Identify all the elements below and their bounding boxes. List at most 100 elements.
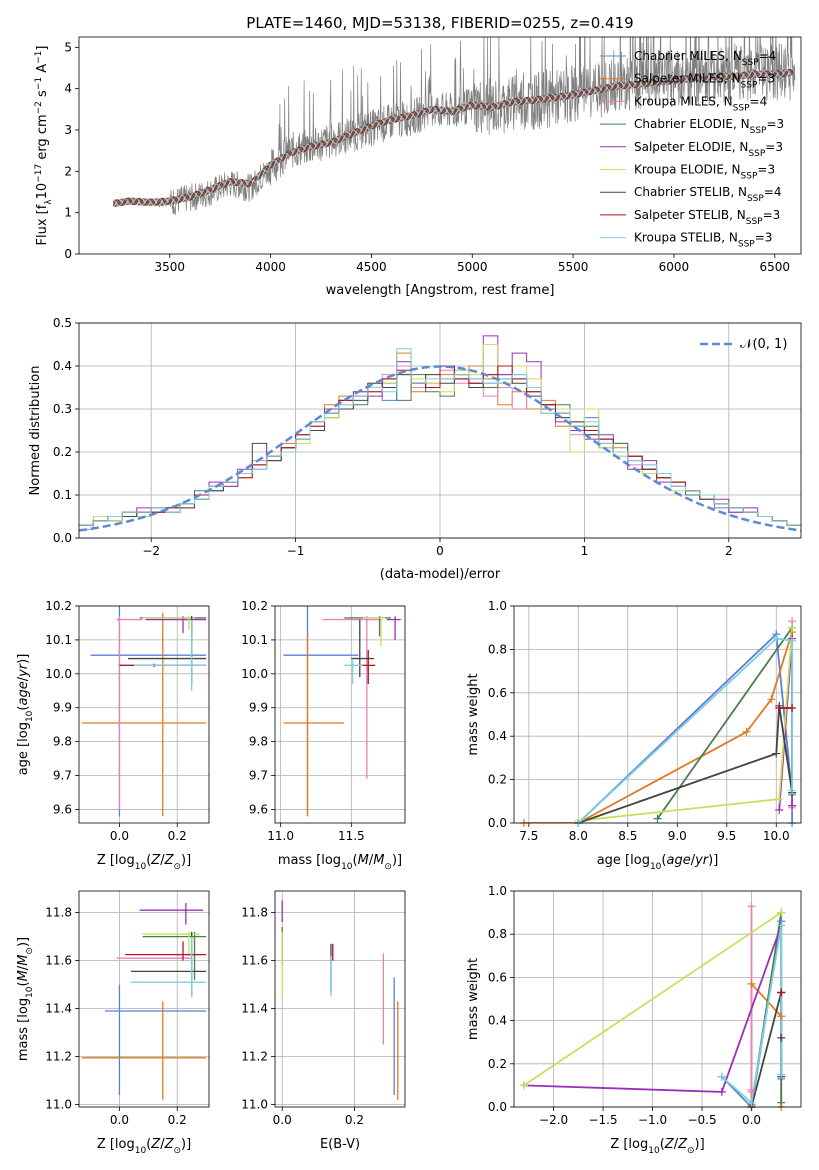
y-tick-label: 10.1	[45, 633, 72, 647]
data-point-marker	[747, 1085, 756, 1094]
y-tick-label: 0.2	[488, 1057, 507, 1071]
plot-area-0	[112, 37, 796, 215]
y-tick-label: 0.3	[53, 402, 72, 416]
x-axis-label: wavelength [Angstrom, rest frame]	[326, 283, 555, 298]
mass-weight-line	[523, 911, 782, 1087]
y-tick-label: 9.7	[249, 769, 268, 783]
y-tick-label: 0.5	[53, 316, 72, 330]
data-point-marker	[788, 623, 797, 632]
x-tick-label: 11.5	[338, 829, 365, 843]
axes-frame	[513, 890, 802, 1108]
y-axis-label: Normed distribution	[28, 366, 43, 496]
mass-weight-line	[721, 925, 783, 1105]
y-tick-label: 0.0	[488, 816, 507, 830]
data-point-marker	[653, 814, 662, 823]
data-point-marker	[742, 727, 751, 736]
x-tick-label: 0.0	[742, 1113, 761, 1127]
data-point-marker	[777, 908, 786, 917]
x-tick-label: 0.2	[345, 1113, 364, 1127]
y-tick-label: 9.6	[249, 802, 268, 816]
data-point-marker	[717, 1087, 726, 1096]
y-tick-label: 0.4	[53, 359, 72, 373]
x-tick-label: −2.0	[539, 1113, 568, 1127]
data-point-marker	[777, 1070, 786, 1079]
normal-curve	[79, 365, 801, 532]
y-tick-label: 0.0	[53, 531, 72, 545]
legend-label: Salpeter STELIB, NSSP=3	[634, 208, 780, 227]
y-tick-label: 9.7	[53, 769, 72, 783]
axes-frame	[78, 36, 802, 255]
y-tick-label: 3	[64, 123, 72, 137]
y-tick-label: 11.4	[45, 1002, 72, 1016]
x-axis-label: Z [log10(Z/Z⊙)]	[97, 853, 191, 872]
chart-title: PLATE=1460, MJD=53138, FIBERID=0255, z=0…	[246, 14, 633, 32]
x-tick-label: −1.0	[638, 1113, 667, 1127]
data-point-marker	[788, 786, 797, 795]
data-point-marker	[747, 1098, 756, 1107]
x-tick-label: 0.2	[168, 829, 187, 843]
x-tick-label: 3500	[154, 260, 185, 274]
data-point-marker	[772, 749, 781, 758]
x-tick-label: 0	[436, 544, 444, 558]
x-axis-label: Z [log10(Z/Z⊙)]	[97, 1137, 191, 1156]
y-tick-label: 0.6	[488, 686, 507, 700]
data-point-marker	[717, 1072, 726, 1081]
x-tick-label: −0.5	[687, 1113, 716, 1127]
plot-area-4	[523, 621, 793, 823]
axes-1: −2 −1 0 1 2 0.0 0.1 0.2 0.3 0.4 0.5	[53, 316, 801, 558]
x-tick-label: 8.5	[618, 829, 637, 843]
y-tick-label: 11.6	[45, 954, 72, 968]
data-point-marker	[519, 1081, 528, 1090]
y-tick-label: 10.0	[45, 667, 72, 681]
x-tick-label: −1	[287, 544, 305, 558]
data-point-marker	[775, 795, 784, 804]
axes-3: 11.0 11.5 9.6 9.7 9.8 9.9 10.0 10.1 10.2	[241, 599, 405, 843]
plot-area-6	[281, 900, 399, 1100]
axes-frame	[78, 605, 210, 824]
data-point-marker	[772, 634, 781, 643]
y-axis-label: mass weight	[466, 673, 481, 755]
x-tick-label: 8.0	[569, 829, 588, 843]
axes-0: 3500 4000 4500 5000 5500 6000 6500 0 1 2 3 4 5	[64, 40, 790, 274]
data-point-marker	[747, 979, 756, 988]
plot-area-3	[283, 606, 401, 817]
y-tick-label: 0.0	[488, 1100, 507, 1114]
axes-5: 0.0 0.2 11.0 11.2 11.4 11.6 11.8	[45, 891, 209, 1127]
y-tick-label: 11.0	[241, 1098, 268, 1112]
y-tick-label: 10.0	[241, 667, 268, 681]
x-tick-label: −1.5	[588, 1113, 617, 1127]
data-point-marker	[767, 695, 776, 704]
x-axis-label: age [log10(age/yr)]	[597, 853, 719, 872]
y-tick-label: 2	[64, 164, 72, 178]
mass-weight-line	[577, 632, 793, 823]
data-point-marker	[775, 703, 784, 712]
y-tick-label: 9.9	[249, 701, 268, 715]
histogram-step	[79, 348, 801, 526]
data-point-marker	[777, 921, 786, 930]
y-tick-label: 1.0	[488, 599, 507, 613]
y-tick-label: 0.2	[53, 445, 72, 459]
y-tick-label: 0.6	[488, 970, 507, 984]
y-tick-label: 11.4	[241, 1002, 268, 1016]
y-axis-label: Flux [fλ10−17 erg cm−2 s−1 A−1]	[34, 46, 54, 246]
axes-frame	[274, 605, 406, 824]
x-axis-label: E(B-V)	[320, 1137, 360, 1152]
y-tick-label: 1.0	[488, 884, 507, 898]
y-tick-label: 11.6	[241, 954, 268, 968]
y-tick-label: 11.2	[45, 1050, 72, 1064]
data-point-marker	[788, 636, 797, 645]
y-tick-label: 11.8	[241, 906, 268, 920]
y-tick-label: 11.0	[45, 1098, 72, 1112]
mass-weight-line	[578, 705, 793, 823]
axes-frame	[513, 605, 802, 824]
legend-label: Salpeter ELODIE, NSSP=3	[634, 140, 783, 159]
y-tick-label: 10.1	[241, 633, 268, 647]
x-tick-label: 5500	[558, 260, 589, 274]
axes-frame	[78, 890, 210, 1108]
x-axis-label: (data-model)/error	[380, 567, 501, 582]
x-tick-label: 10.0	[763, 829, 790, 843]
x-axis-label: mass [log10(M/M⊙)]	[278, 853, 402, 872]
y-axis-label: mass [log10(M/M⊙)]	[16, 937, 35, 1061]
y-tick-label: 11.8	[45, 906, 72, 920]
plot-area-1	[79, 335, 801, 532]
